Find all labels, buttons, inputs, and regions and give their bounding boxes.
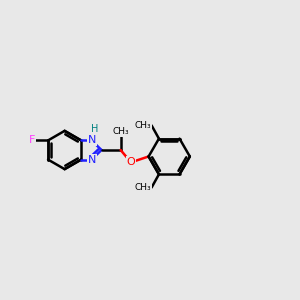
Text: CH₃: CH₃ (135, 121, 152, 130)
Text: F: F (29, 135, 35, 146)
Text: N: N (87, 135, 96, 146)
Text: H: H (91, 124, 98, 134)
Text: CH₃: CH₃ (135, 183, 152, 192)
Text: O: O (127, 158, 135, 167)
Text: CH₃: CH₃ (112, 127, 129, 136)
Text: N: N (87, 154, 96, 165)
